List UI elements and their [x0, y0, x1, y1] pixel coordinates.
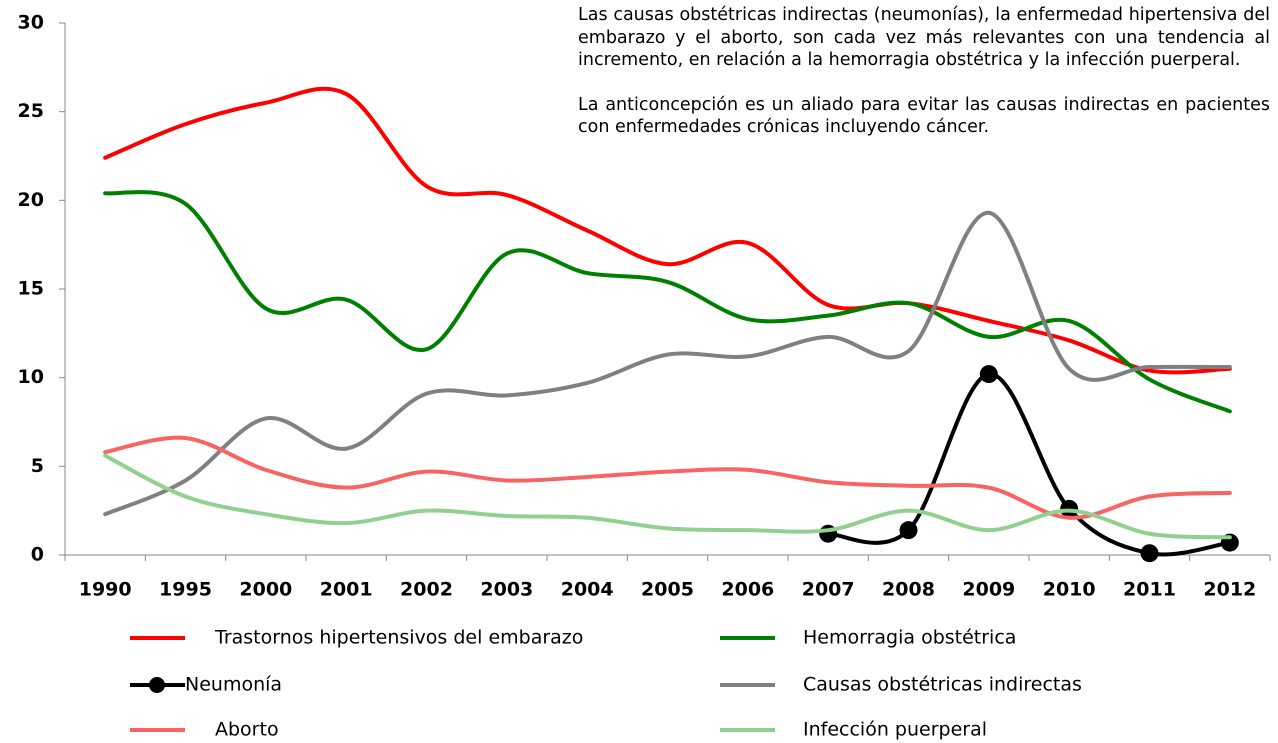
legend-label: Aborto [215, 719, 279, 741]
x-tick-label: 2003 [480, 579, 533, 601]
y-tick-label: 15 [18, 278, 44, 300]
x-tick-label: 1990 [79, 579, 132, 601]
x-tick-label: 1995 [159, 579, 212, 601]
legend-label: Infección puerperal [803, 719, 987, 741]
y-tick-label: 10 [18, 366, 44, 388]
legend-label: Causas obstétricas indirectas [803, 674, 1082, 696]
x-tick-label: 2002 [400, 579, 453, 601]
x-tick-label: 2006 [721, 579, 774, 601]
annotation: Las causas obstétricas indirectas (neumo… [578, 4, 1270, 161]
x-tick-label: 2005 [641, 579, 694, 601]
x-tick-label: 2008 [882, 579, 935, 601]
series-line [103, 435, 1232, 520]
x-tick-label: 2000 [239, 579, 292, 601]
legend-label: Neumonía [185, 674, 282, 696]
annotation-text: Las causas obstétricas indirectas (neumo… [578, 5, 1270, 70]
legend-label: Trastornos hipertensivos del embarazo [214, 627, 583, 649]
series-line [103, 453, 1232, 540]
y-tick-label: 20 [18, 189, 44, 211]
point-marker [1140, 544, 1159, 563]
point-marker [899, 521, 918, 540]
legend-label: Hemorragia obstétrica [803, 627, 1016, 649]
series-line [826, 372, 1232, 557]
x-tick-label: 2007 [802, 579, 855, 601]
legend-marker [149, 677, 165, 693]
x-tick-label: 2012 [1203, 579, 1256, 601]
y-tick-label: 25 [18, 100, 44, 122]
y-tick-label: 0 [31, 544, 44, 566]
y-tick-label: 5 [31, 455, 44, 477]
series-line [103, 210, 1232, 517]
x-tick-label: 2011 [1123, 579, 1176, 601]
x-tick-label: 2001 [320, 579, 373, 601]
point-marker [979, 365, 998, 384]
x-tick-label: 2009 [962, 579, 1015, 601]
series-line [103, 86, 1232, 375]
y-tick-label: 30 [18, 12, 44, 34]
annotation-text: La anticoncepción es un aliado para evit… [578, 94, 1270, 138]
x-tick-label: 2004 [561, 579, 614, 601]
series-line [103, 190, 1232, 414]
x-tick-label: 2010 [1043, 579, 1096, 601]
